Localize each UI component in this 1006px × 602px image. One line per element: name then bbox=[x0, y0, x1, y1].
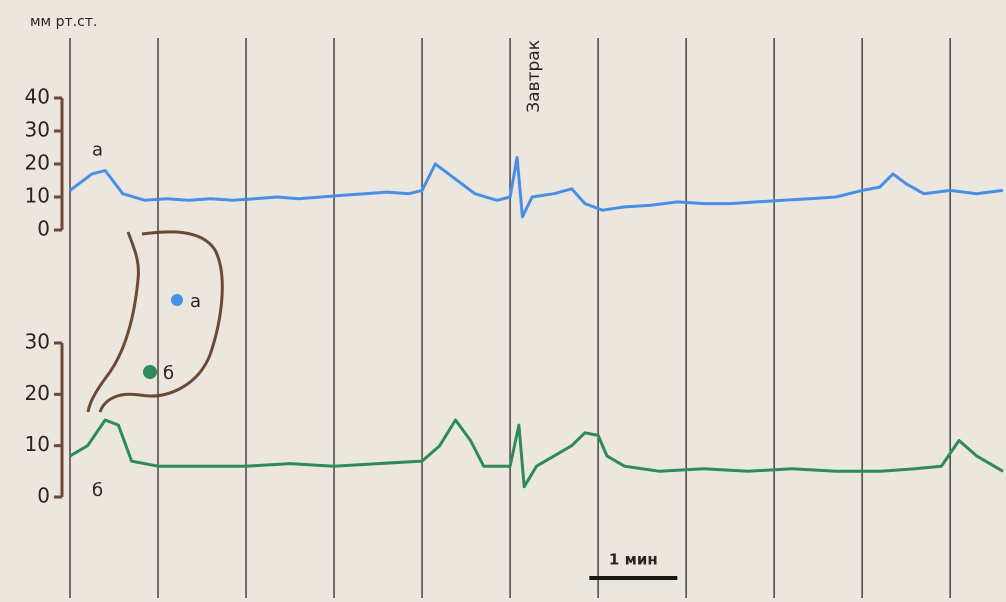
y-tick-label: 0 bbox=[37, 484, 50, 508]
y-tick-label: 30 bbox=[25, 330, 50, 354]
background bbox=[0, 0, 1006, 602]
y-tick-label: 10 bbox=[25, 432, 50, 456]
scale-bar-label: 1 мин bbox=[609, 551, 658, 569]
y-tick-label: 30 bbox=[25, 118, 50, 142]
annotation: Завтрак bbox=[524, 40, 544, 113]
chart: а б мм рт.ст. 0 10 20 30 40 а Завтрак 1 мин 0 10 2… bbox=[0, 0, 1006, 602]
y-tick-label: 10 bbox=[25, 184, 50, 208]
series-label: б bbox=[92, 480, 103, 501]
sensor-b bbox=[143, 365, 157, 379]
y-tick-label: 20 bbox=[25, 381, 50, 405]
inset-label: б bbox=[163, 363, 174, 384]
sensor-a bbox=[171, 294, 183, 306]
series-label: а bbox=[92, 139, 103, 160]
inset-label: а bbox=[190, 291, 201, 312]
y-tick-label: 40 bbox=[25, 85, 50, 109]
y-tick-label: 20 bbox=[25, 151, 50, 175]
unit-label: мм рт.ст. bbox=[30, 14, 97, 30]
y-tick-label: 0 bbox=[37, 217, 50, 241]
